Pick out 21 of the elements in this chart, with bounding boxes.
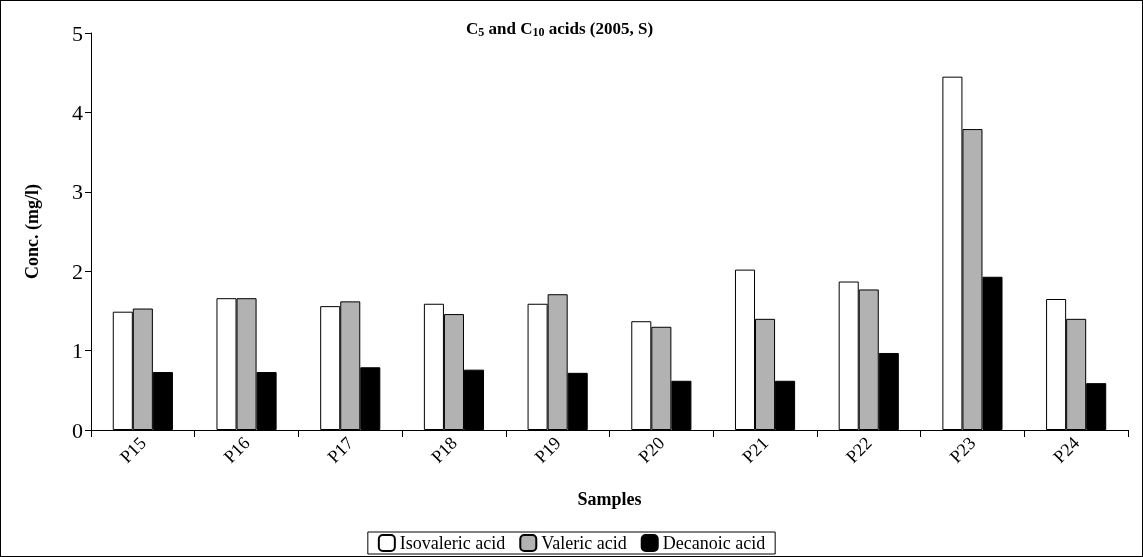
y-tick-label: 4: [72, 99, 83, 125]
x-axis-title: Samples: [577, 489, 642, 509]
y-axis-title: Conc. (mg/l): [22, 184, 43, 279]
x-tick-label: P22: [841, 432, 876, 467]
legend-label: Valeric acid: [541, 533, 627, 553]
x-tick-label: P16: [219, 432, 254, 467]
y-tick-label: 0: [72, 417, 83, 443]
x-tick-label: P15: [115, 432, 150, 467]
legend-label: Decanoic acid: [662, 533, 766, 553]
x-tick-label: P21: [738, 432, 773, 467]
y-tick-label: 1: [72, 338, 83, 364]
y-tick-label: 3: [72, 179, 83, 205]
x-tick-label: P19: [530, 432, 565, 467]
x-tick-label: P18: [427, 432, 462, 467]
y-tick-label: 5: [72, 20, 83, 46]
legend-label: Isovaleric acid: [399, 533, 506, 553]
y-tick-label: 2: [72, 258, 83, 284]
x-tick-label: P20: [634, 432, 669, 467]
x-tick-label: P24: [1049, 432, 1084, 467]
x-tick-label: P17: [323, 432, 358, 467]
x-tick-label: P23: [945, 432, 980, 467]
